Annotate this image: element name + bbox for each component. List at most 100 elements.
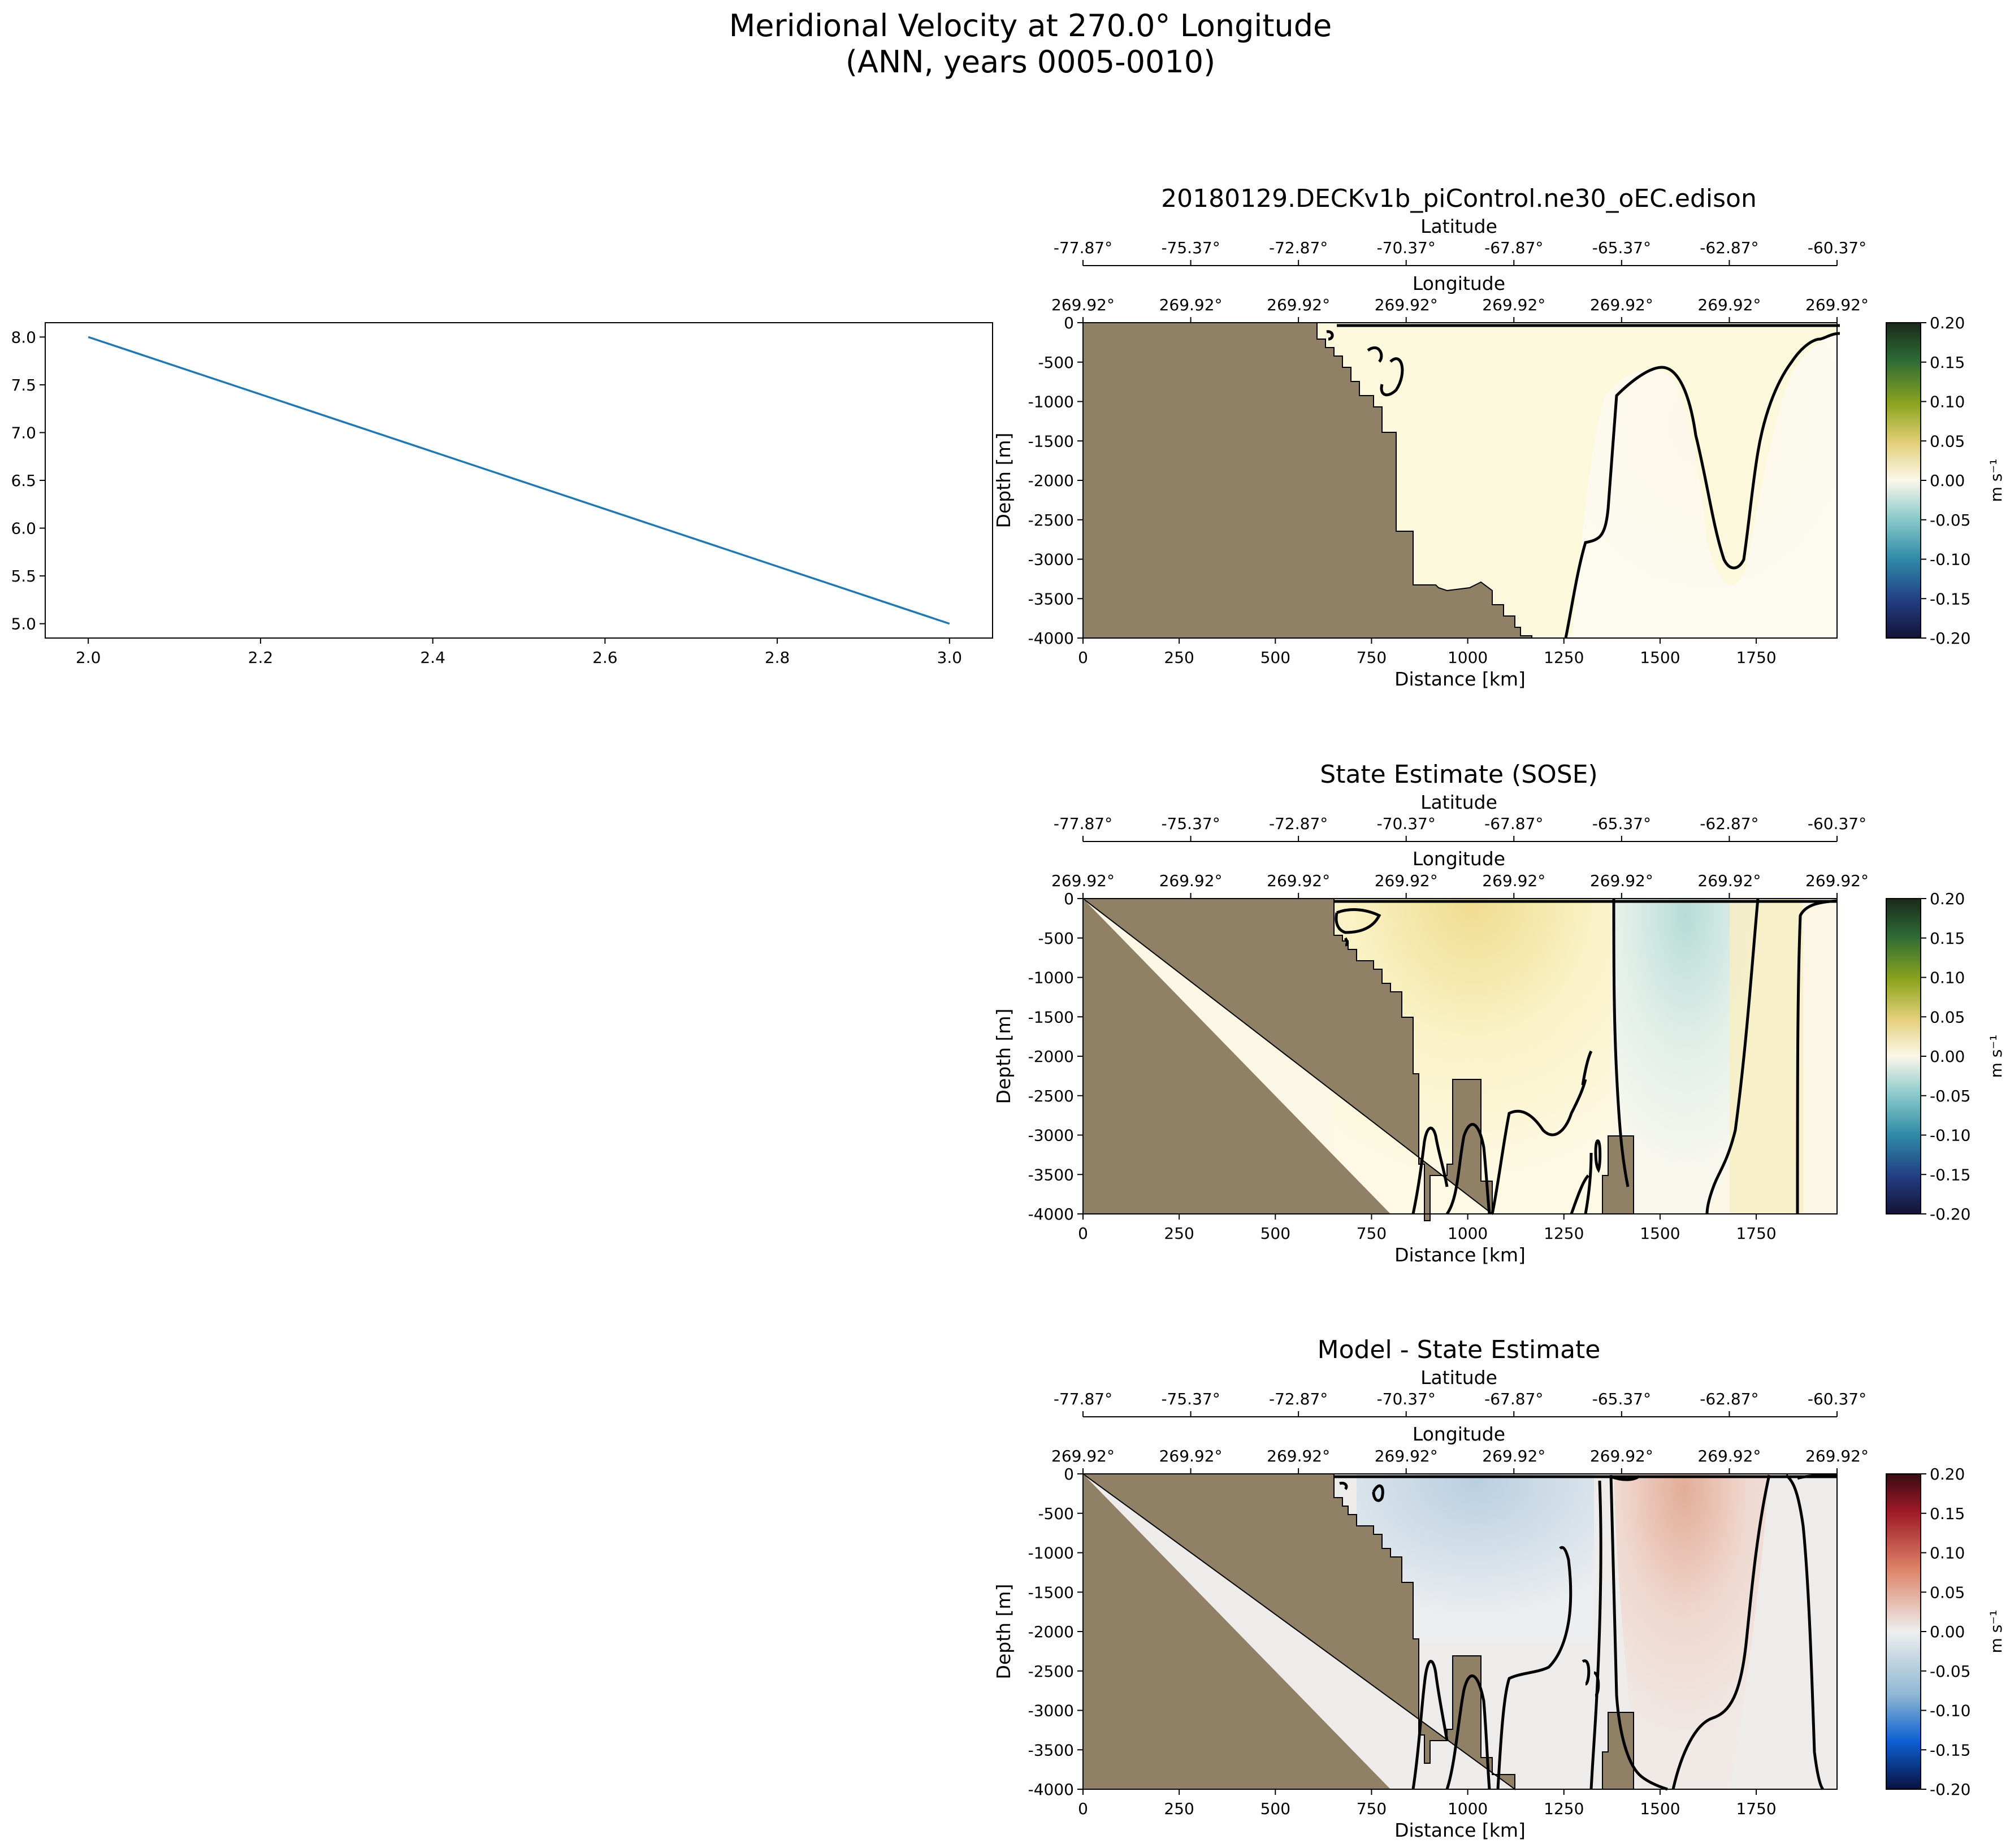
- longitude-axis-label: Longitude: [1413, 272, 1505, 294]
- colorbar-tick-label: -0.15: [1930, 1165, 1970, 1184]
- field-pale-region: [1571, 333, 1837, 638]
- colorbar-tick-label: -0.05: [1930, 1087, 1970, 1105]
- distance-tick-label: 1000: [1448, 1799, 1488, 1818]
- colorbar-ticks: 0.20 0.15 0.10 0.05 0.00 -0.05 -0.10 -0.15 -0.20: [1921, 890, 1970, 1224]
- longitude-ticks: 269.92° 269.92° 269.92° 269.92° 269.92° 269.9…: [1051, 296, 1869, 323]
- depth-tick-label: -1000: [1028, 1544, 1074, 1563]
- panel-sose: State Estimate (SOSE) Latitude Longitude: [993, 760, 2005, 1266]
- depth-tick-label: -500: [1038, 1504, 1074, 1523]
- depth-tick-label: -2000: [1028, 1047, 1074, 1066]
- longitude-tick-label: 269.92°: [1051, 296, 1115, 314]
- latitude-ticks: -77.87° -75.37° -72.87° -70.37° -67.87° -65.3…: [1054, 814, 1866, 841]
- section-field: [1082, 322, 1840, 639]
- latitude-tick-label: -70.37°: [1377, 238, 1436, 257]
- latitude-tick-label: -77.87°: [1054, 814, 1112, 833]
- depth-tick-label: 0: [1064, 890, 1074, 908]
- colorbar-tick-label: -0.10: [1930, 550, 1970, 569]
- longitude-axis-label: Longitude: [1413, 1423, 1505, 1445]
- depth-ticks: 0 -500 -1000 -1500 -2000 -2500 -3000 -3500 -4000: [1028, 890, 1083, 1224]
- depth-tick-label: -2500: [1028, 1662, 1074, 1681]
- land-mask: [1082, 322, 1532, 639]
- depth-tick-label: -3000: [1028, 1126, 1074, 1145]
- depth-tick-label: -2500: [1028, 511, 1074, 530]
- colorbar-tick-label: -0.20: [1930, 1205, 1970, 1224]
- x-tick-label: 2.8: [765, 648, 790, 667]
- colorbar-tick-label: 0.10: [1930, 393, 1965, 411]
- colorbar: 0.20 0.15 0.10 0.05 0.00 -0.05 -0.10 -0.15 -0.20…: [1886, 890, 2005, 1224]
- latitude-tick-label: -67.87°: [1484, 238, 1543, 257]
- colorbar-tick-label: -0.15: [1930, 1741, 1970, 1759]
- latitude-tick-label: -62.87°: [1700, 1390, 1758, 1408]
- depth-tick-label: -3000: [1028, 1702, 1074, 1720]
- longitude-ticks: 269.92° 269.92° 269.92° 269.92° 269.92° 269.9…: [1051, 871, 1869, 899]
- depth-tick-label: -4000: [1028, 1780, 1074, 1799]
- longitude-tick-label: 269.92°: [1805, 871, 1869, 890]
- distance-tick-label: 500: [1260, 1799, 1290, 1818]
- longitude-tick-label: 269.92°: [1159, 1447, 1223, 1465]
- figure-title-line2: (ANN, years 0005-0010): [846, 44, 1215, 80]
- colorbar-tick-label: -0.05: [1930, 511, 1970, 530]
- latitude-tick-label: -62.87°: [1700, 814, 1758, 833]
- line-plot: 2.0 2.2 2.4 2.6 2.8 3.0 5.0 5.5 6.0 6.5 7.0 7.5 8.0: [11, 322, 993, 667]
- colorbar-label: m s⁻¹: [1987, 459, 2005, 502]
- x-tick-label: 2.0: [76, 648, 101, 667]
- depth-tick-label: -4000: [1028, 1205, 1074, 1224]
- distance-ticks: 0 250 500 750 1000 1250 1500 1750: [1078, 638, 1777, 667]
- colorbar-gradient: [1886, 898, 1921, 1214]
- depth-tick-label: -2000: [1028, 1623, 1074, 1641]
- longitude-ticks: 269.92° 269.92° 269.92° 269.92° 269.92° 269.9…: [1051, 1447, 1869, 1474]
- latitude-tick-label: -60.37°: [1808, 814, 1866, 833]
- depth-tick-label: -3500: [1028, 1741, 1074, 1759]
- x-axis-label: Distance [km]: [1394, 668, 1526, 690]
- land-mask-base: [1083, 1474, 1390, 1789]
- x-axis-label: Distance [km]: [1394, 1244, 1526, 1266]
- latitude-axis-label: Latitude: [1420, 791, 1497, 813]
- colorbar-tick-label: 0.20: [1930, 1465, 1965, 1483]
- colorbar-tick-label: 0.10: [1930, 1544, 1965, 1563]
- latitude-tick-label: -77.87°: [1054, 1390, 1112, 1408]
- colorbar-gradient: [1886, 1473, 1921, 1790]
- colorbar-label: m s⁻¹: [1987, 1035, 2005, 1078]
- series-line: [88, 336, 950, 625]
- colorbar-tick-label: -0.05: [1930, 1662, 1970, 1681]
- line-plot-y-ticks: 5.0 5.5 6.0 6.5 7.0 7.5 8.0: [11, 328, 45, 634]
- latitude-tick-label: -60.37°: [1808, 238, 1866, 257]
- distance-tick-label: 750: [1357, 1224, 1387, 1243]
- longitude-tick-label: 269.92°: [1159, 296, 1223, 314]
- latitude-tick-label: -65.37°: [1592, 814, 1651, 833]
- distance-tick-label: 1250: [1544, 648, 1584, 667]
- zero-contours: [1334, 1473, 1838, 1791]
- y-tick-label: 8.0: [11, 328, 36, 346]
- depth-tick-label: -1000: [1028, 393, 1074, 411]
- depth-tick-label: -3500: [1028, 1165, 1074, 1184]
- latitude-tick-label: -70.37°: [1377, 1390, 1436, 1408]
- x-tick-label: 2.4: [420, 648, 445, 667]
- x-tick-label: 3.0: [937, 648, 963, 667]
- y-axis-label: Depth [m]: [993, 1584, 1015, 1680]
- latitude-ticks: -77.87° -75.37° -72.87° -70.37° -67.87° -65.3…: [1054, 1390, 1866, 1417]
- distance-tick-label: 1500: [1640, 1799, 1680, 1818]
- longitude-tick-label: 269.92°: [1482, 871, 1545, 890]
- depth-tick-label: -2500: [1028, 1087, 1074, 1105]
- panel-title: Model - State Estimate: [1318, 1335, 1601, 1364]
- latitude-tick-label: -67.87°: [1484, 1390, 1543, 1408]
- colorbar-tick-label: 0.05: [1930, 1008, 1965, 1026]
- longitude-tick-label: 269.92°: [1051, 871, 1115, 890]
- colorbar-tick-label: 0.05: [1930, 1583, 1965, 1602]
- y-axis-label: Depth [m]: [993, 433, 1015, 528]
- depth-tick-label: -4000: [1028, 629, 1074, 648]
- depth-tick-label: 0: [1064, 314, 1074, 332]
- colorbar-label: m s⁻¹: [1987, 1610, 2005, 1654]
- latitude-tick-label: -67.87°: [1484, 814, 1543, 833]
- depth-tick-label: -2000: [1028, 471, 1074, 490]
- longitude-tick-label: 269.92°: [1697, 1447, 1761, 1465]
- figure-title-line1: Meridional Velocity at 270.0° Longitude: [729, 8, 1332, 44]
- longitude-axis-label: Longitude: [1413, 848, 1505, 870]
- latitude-tick-label: -75.37°: [1161, 238, 1220, 257]
- longitude-tick-label: 269.92°: [1697, 296, 1761, 314]
- colorbar: 0.20 0.15 0.10 0.05 0.00 -0.05 -0.10 -0.15 -0.20…: [1886, 314, 2005, 648]
- colorbar-tick-label: 0.20: [1930, 890, 1965, 908]
- y-tick-label: 7.0: [11, 423, 36, 442]
- land-mask-base: [1083, 899, 1390, 1214]
- y-tick-label: 6.5: [11, 471, 36, 490]
